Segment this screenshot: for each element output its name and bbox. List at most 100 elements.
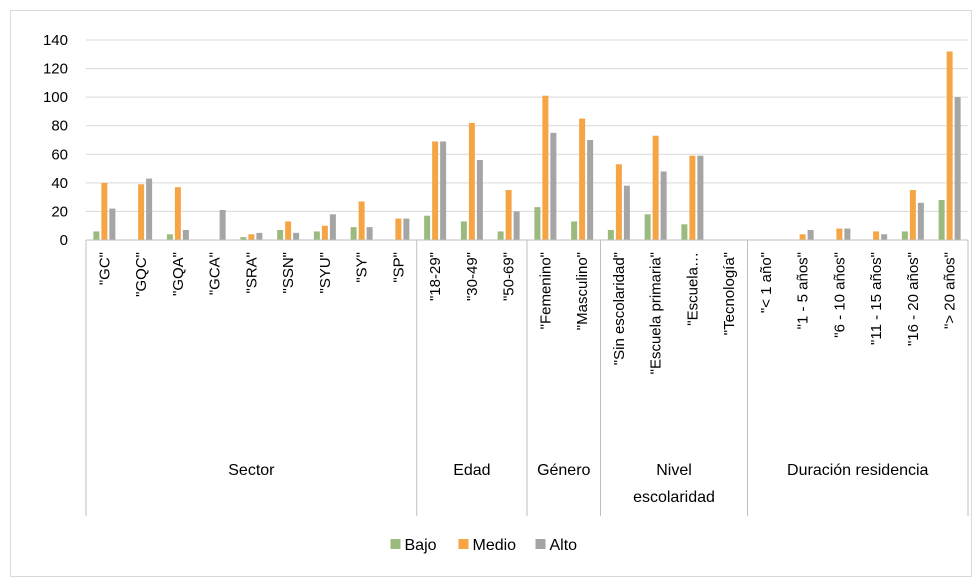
- bar-bajo: [313, 231, 320, 240]
- category-label: "50-69": [501, 252, 518, 301]
- legend-swatch-bajo: [390, 539, 401, 549]
- bar-alto: [440, 141, 447, 240]
- group-label: Sector: [228, 462, 275, 479]
- bar-alto: [954, 97, 961, 241]
- bar-alto: [844, 228, 851, 240]
- bar-medio: [652, 135, 659, 240]
- category-label: "GQA": [170, 252, 187, 296]
- bar-medio: [946, 51, 953, 240]
- category-label: "6 - 10 años": [831, 252, 848, 338]
- bar-medio: [909, 190, 916, 240]
- bar-bajo: [497, 231, 504, 240]
- category-label: "Sin escolaridad": [611, 252, 628, 365]
- bar-medio: [174, 187, 181, 240]
- category-label: "SSN": [280, 252, 297, 294]
- bar-medio: [358, 201, 365, 240]
- category-label: "30-49": [464, 252, 481, 301]
- bar-bajo: [424, 215, 431, 240]
- y-tick-label: 40: [51, 175, 68, 192]
- category-label: "SYU": [317, 252, 334, 294]
- y-tick-label: 60: [51, 146, 68, 163]
- bar-medio: [799, 234, 806, 240]
- bar-bajo: [240, 237, 247, 240]
- group-label: Duración residencia: [787, 462, 929, 479]
- bar-bajo: [166, 234, 173, 240]
- y-tick-label: 0: [60, 232, 68, 249]
- category-label: "16 - 20 años": [905, 252, 922, 346]
- category-label: "Escuela primaria": [648, 252, 665, 374]
- bar-alto: [403, 218, 410, 240]
- y-tick-label: 20: [51, 203, 68, 220]
- bar-bajo: [938, 200, 945, 240]
- category-label: "Femenino": [537, 252, 554, 329]
- bar-medio: [432, 141, 439, 240]
- bar-alto: [219, 210, 226, 240]
- bar-bajo: [644, 214, 651, 240]
- bar-bajo: [571, 221, 578, 240]
- bar-bajo: [277, 230, 284, 240]
- category-label: "1 - 5 años": [795, 252, 812, 329]
- bar-alto: [329, 214, 336, 240]
- category-label: "Tecnología": [721, 252, 738, 335]
- category-label: "18-29": [427, 252, 444, 301]
- bar-alto: [256, 232, 263, 240]
- bar-alto: [623, 185, 630, 240]
- bar-bajo: [350, 227, 357, 240]
- bar-alto: [476, 160, 483, 240]
- legend-swatch-alto: [535, 539, 546, 549]
- legend-label: Medio: [473, 537, 517, 554]
- bar-medio: [836, 228, 843, 240]
- category-label: "SRA": [243, 252, 260, 294]
- bar-medio: [248, 234, 255, 240]
- bar-bajo: [460, 221, 467, 240]
- category-label: "SY": [354, 252, 371, 283]
- bar-medio: [542, 95, 549, 240]
- bar-alto: [881, 234, 888, 240]
- bar-medio: [873, 231, 880, 240]
- bar-bajo: [681, 224, 688, 240]
- bar-bajo: [607, 230, 614, 240]
- bar-medio: [321, 225, 328, 240]
- bar-alto: [293, 232, 300, 240]
- bar-alto: [182, 230, 189, 240]
- group-label: Edad: [453, 462, 490, 479]
- bar-alto: [697, 155, 704, 240]
- bar-alto: [550, 132, 557, 240]
- y-tick-label: 80: [51, 118, 68, 135]
- group-label: Género: [537, 462, 590, 479]
- bar-alto: [807, 230, 814, 240]
- category-label: "Masculino": [574, 252, 591, 330]
- bar-alto: [513, 211, 520, 240]
- bar-medio: [285, 221, 292, 240]
- bar-medio: [689, 155, 696, 240]
- legend-label: Alto: [550, 537, 578, 554]
- category-label: "11 - 15 años": [868, 252, 885, 345]
- y-tick-label: 120: [43, 61, 68, 78]
- category-label: "GQC": [133, 252, 150, 297]
- bar-alto: [146, 178, 153, 240]
- y-tick-label: 100: [43, 89, 68, 106]
- category-label: "< 1 año": [758, 252, 775, 313]
- bar-bajo: [93, 231, 100, 240]
- category-label: "GCA": [207, 252, 224, 295]
- bar-medio: [615, 164, 622, 240]
- bar-medio: [138, 184, 145, 240]
- legend-label: Bajo: [405, 537, 437, 554]
- bar-medio: [395, 218, 402, 240]
- bar-alto: [109, 208, 116, 240]
- legend-swatch-medio: [458, 539, 469, 549]
- bar-medio: [505, 190, 512, 240]
- bar-medio: [468, 122, 475, 240]
- category-label: "> 20 años": [942, 252, 959, 329]
- bar-alto: [660, 171, 667, 240]
- y-tick-label: 140: [43, 32, 68, 49]
- group-label: escolaridad: [633, 489, 715, 506]
- bar-bajo: [901, 231, 908, 240]
- chart-frame: [10, 10, 972, 577]
- bar-bajo: [534, 207, 541, 240]
- category-label: "GC": [96, 252, 113, 285]
- bar-medio: [579, 118, 586, 240]
- bar-alto: [917, 202, 924, 240]
- group-label: Nivel: [656, 462, 692, 479]
